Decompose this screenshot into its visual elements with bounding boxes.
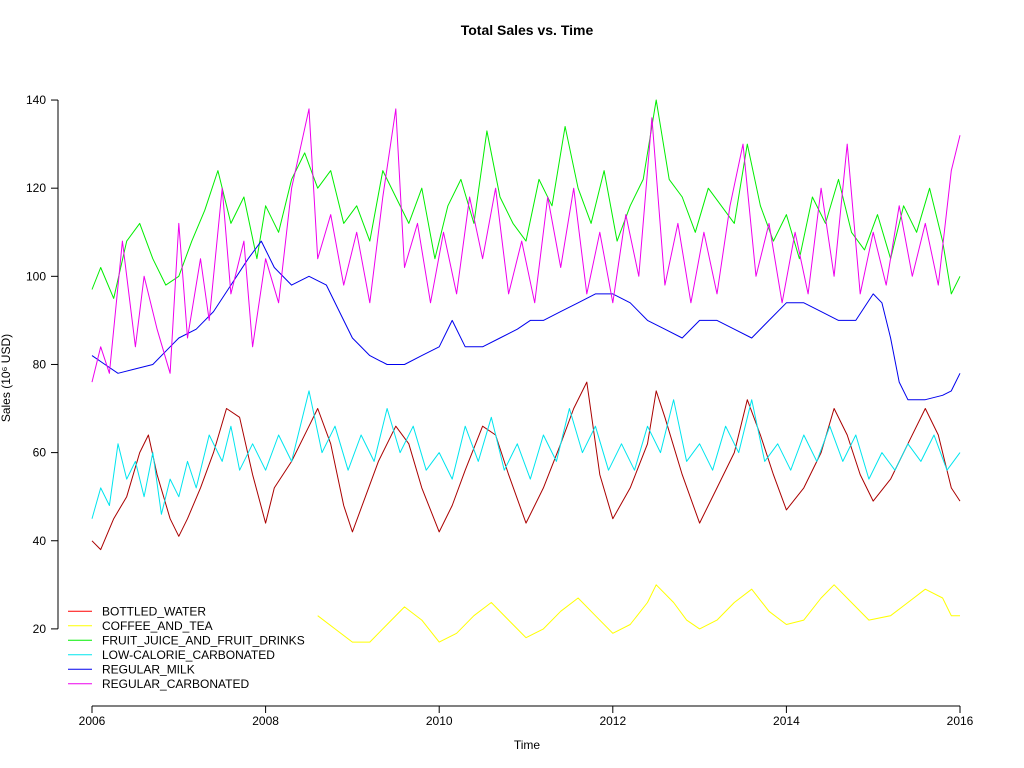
y-tick-label: 60 [33,446,47,460]
series-line-regular-carbonated [91,108,961,383]
legend-label: FRUIT_JUICE_AND_FRUIT_DRINKS [102,633,305,647]
x-tick-label: 2014 [773,714,800,728]
x-tick-label: 2012 [599,714,626,728]
axes: 2006 2008 2010 2012 2014 2016 20 40 60 80 100 120 14… [26,93,974,728]
legend: BOTTLED_WATERCOFFEE_AND_TEAFRUIT_JUICE_A… [62,598,312,697]
y-tick-label: 80 [33,357,47,371]
y-tick-label: 20 [33,622,47,636]
series-line-coffee-and-tea [317,584,960,643]
legend-label: COFFEE_AND_TEA [102,619,213,633]
legend-label: REGULAR_MILK [102,662,195,676]
legend-label: LOW-CALORIE_CARBONATED [102,648,275,662]
y-tick-label: 40 [33,534,47,548]
legend-label: REGULAR_CARBONATED [102,677,249,691]
y-axis-label: Sales (10⁶ USD) [0,334,13,422]
y-tick-label: 120 [26,181,46,195]
x-tick-label: 2006 [79,714,106,728]
x-tick-label: 2008 [252,714,279,728]
legend-label: BOTTLED_WATER [102,604,206,618]
x-tick-label: 2010 [426,714,453,728]
y-tick-label: 140 [26,93,46,107]
x-tick-label: 2016 [947,714,974,728]
series-line-regular-milk [91,240,961,401]
legend-box [62,598,312,697]
y-tick-label: 100 [26,269,46,283]
series-group [91,99,961,643]
chart-title: Total Sales vs. Time [461,22,594,38]
x-axis-label: Time [514,738,541,752]
series-line-low-calorie-carbonated [91,390,961,519]
series-line-fruit-juice-and-fruit-drinks [91,99,961,299]
